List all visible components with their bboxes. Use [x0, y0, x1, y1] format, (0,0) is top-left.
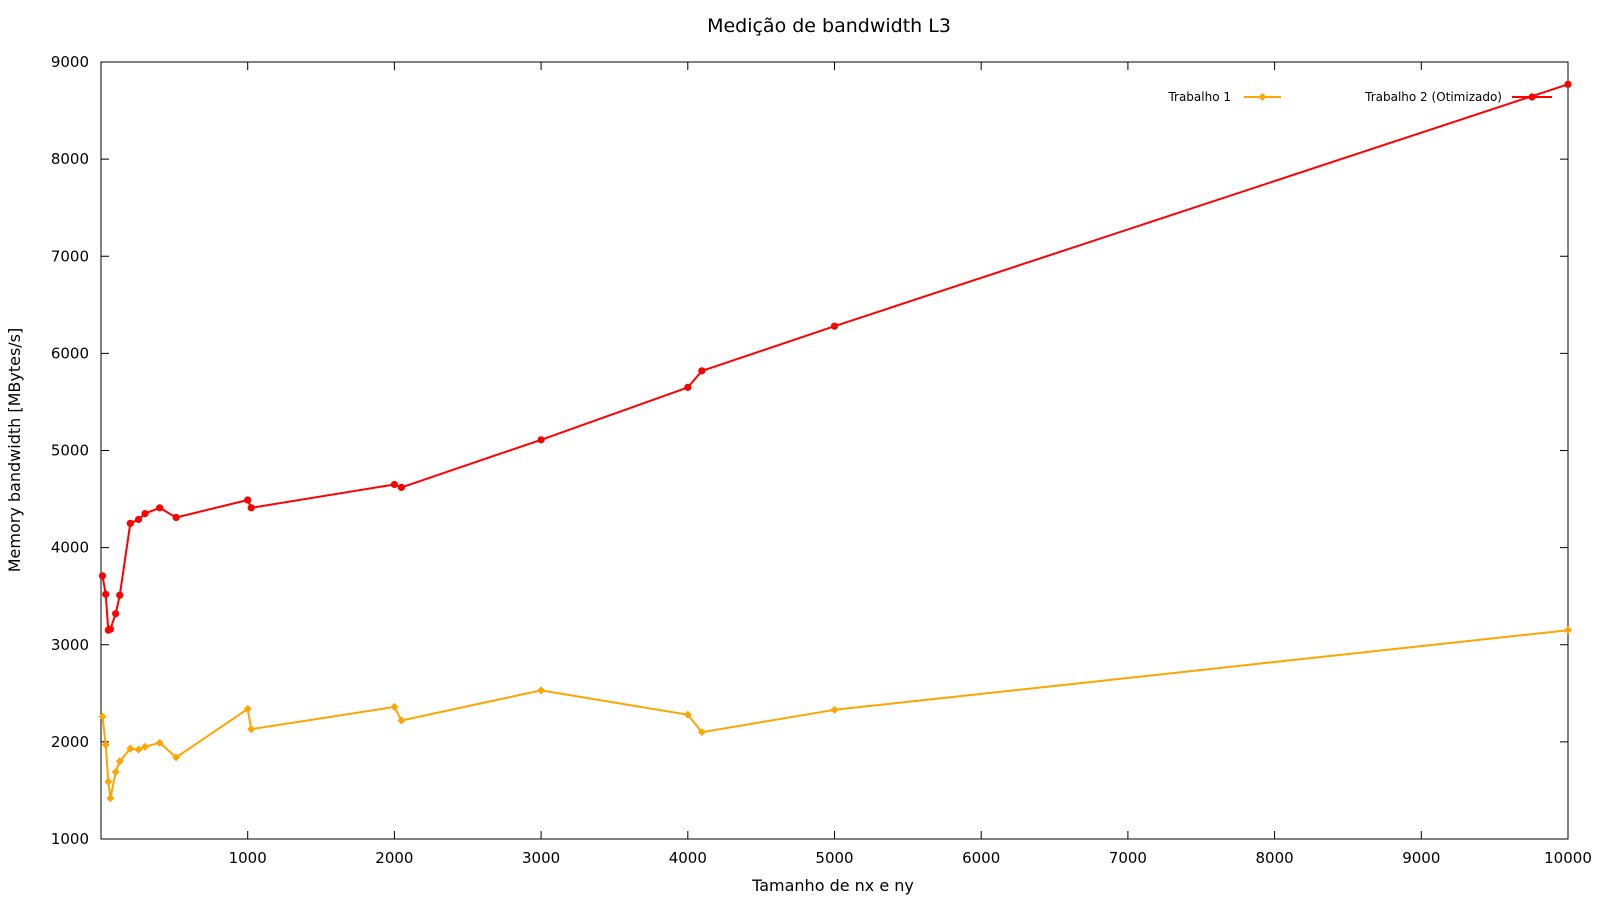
series-2-point — [698, 367, 706, 375]
series-2-point — [116, 591, 124, 599]
series-2-point — [156, 504, 164, 512]
series-1-point — [111, 767, 120, 776]
x-tick-label: 9000 — [1402, 849, 1440, 867]
legend-label-series-2: Trabalho 2 (Otimizado) — [1364, 90, 1502, 104]
x-tick-label: 6000 — [962, 849, 1000, 867]
series-1-point — [390, 702, 399, 711]
axis-ticks: 1000 2000 3000 4000 5000 6000 7000 8000 9000 1000… — [51, 53, 1592, 867]
y-tick-label: 8000 — [51, 150, 89, 168]
series-1-point — [104, 777, 113, 786]
y-tick-label: 5000 — [51, 442, 89, 460]
series-1-point — [134, 745, 143, 754]
series-1-point — [106, 794, 115, 803]
series-2-point — [112, 610, 120, 618]
x-tick-label: 3000 — [522, 849, 560, 867]
series-1-point — [101, 740, 110, 749]
legend-label-series-1: Trabalho 1 — [1167, 90, 1231, 104]
legend: Trabalho 1 Trabalho 2 (Otimizado) — [1167, 90, 1552, 104]
series-1-point — [830, 705, 839, 714]
series-2-point — [537, 436, 545, 444]
series-2-point — [134, 515, 143, 524]
series-1-point — [537, 686, 546, 695]
series-1-point — [1564, 626, 1572, 635]
series-2-point — [1564, 80, 1572, 88]
series-1-point — [697, 728, 706, 737]
series-2-point — [247, 504, 255, 512]
series-1-point — [115, 757, 124, 766]
x-tick-label: 5000 — [815, 849, 853, 867]
x-tick-label: 7000 — [1109, 849, 1147, 867]
legend-swatch-marker-series-2 — [1528, 93, 1536, 101]
series-2-point — [141, 510, 149, 518]
series-2-point — [98, 572, 107, 580]
series-2-point — [684, 383, 692, 391]
series-2-line — [101, 83, 1569, 632]
series-1-point — [98, 712, 107, 721]
x-tick-label: 10000 — [1544, 849, 1592, 867]
y-tick-label: 4000 — [51, 539, 89, 557]
y-tick-label: 9000 — [51, 53, 89, 71]
series-layer — [98, 80, 1572, 803]
y-tick-label: 2000 — [51, 733, 89, 751]
series-1-point — [397, 716, 406, 725]
y-axis-title: Memory bandwidth [MBytes/s] — [5, 328, 24, 573]
x-tick-label: 8000 — [1256, 849, 1294, 867]
y-tick-label: 1000 — [51, 830, 89, 848]
series-2-point — [126, 519, 134, 527]
x-axis-title: Tamanho de nx e ny — [751, 876, 914, 895]
series-1-point — [243, 704, 252, 713]
series-1-line — [101, 629, 1569, 800]
series-1-point — [155, 738, 164, 747]
series-1-point — [172, 753, 181, 762]
chart-title: Medição de bandwidth L3 — [707, 15, 951, 37]
y-tick-label: 7000 — [51, 247, 89, 265]
series-2-point — [397, 483, 406, 492]
series-2-point — [172, 513, 180, 522]
series-1-point — [141, 742, 150, 751]
series-1-point — [683, 710, 692, 719]
series-2-point — [830, 322, 839, 330]
series-1-point — [247, 725, 256, 734]
series-2-point — [106, 625, 114, 633]
series-1-point — [126, 744, 135, 753]
legend-swatch-marker-series-1 — [1258, 93, 1267, 101]
series-2-point — [102, 590, 110, 598]
x-tick-label: 2000 — [375, 849, 413, 867]
y-tick-label: 3000 — [51, 636, 89, 654]
series-2-point — [390, 480, 398, 489]
y-tick-label: 6000 — [51, 344, 89, 362]
series-2-point — [244, 496, 252, 504]
x-tick-label: 4000 — [669, 849, 707, 867]
x-tick-label: 1000 — [229, 849, 267, 867]
plot-frame — [100, 61, 1569, 840]
